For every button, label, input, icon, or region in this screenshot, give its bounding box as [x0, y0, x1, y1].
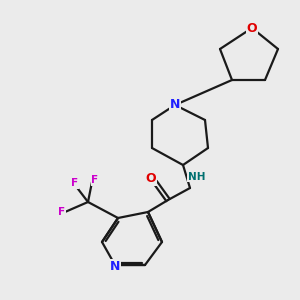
Text: F: F: [58, 207, 66, 217]
Text: NH: NH: [188, 172, 205, 182]
Text: O: O: [247, 22, 257, 34]
Text: N: N: [170, 98, 180, 112]
Text: N: N: [110, 260, 120, 272]
Text: O: O: [146, 172, 156, 185]
Text: F: F: [92, 175, 99, 185]
Text: F: F: [71, 178, 79, 188]
